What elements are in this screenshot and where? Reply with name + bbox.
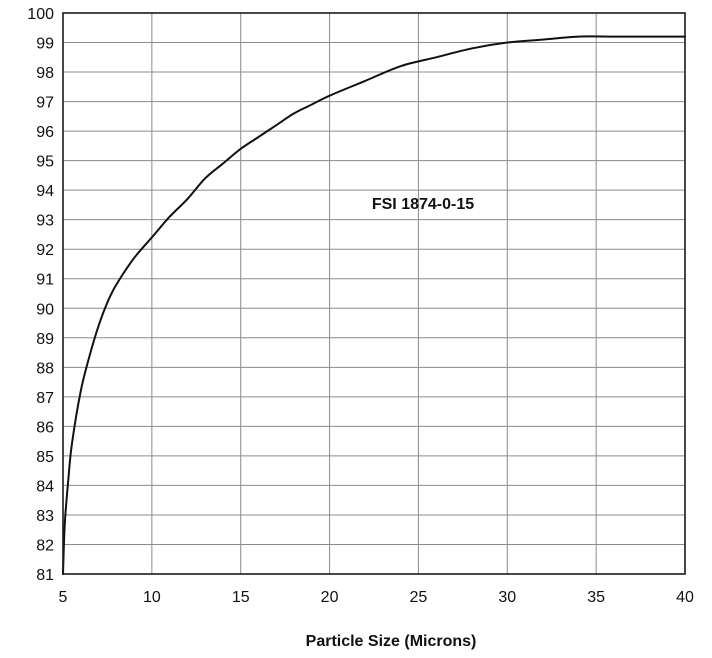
y-tick-label: 87 xyxy=(36,390,54,407)
y-tick-label: 91 xyxy=(36,272,54,289)
curve-annotation: FSI 1874-0-15 xyxy=(372,196,474,213)
x-tick-label: 10 xyxy=(143,589,161,606)
y-tick-label: 97 xyxy=(36,95,54,112)
y-tick-label: 89 xyxy=(36,331,54,348)
y-tick-label: 98 xyxy=(36,65,54,82)
x-tick-label: 40 xyxy=(676,589,694,606)
grid-lines xyxy=(62,12,686,575)
y-tick-label: 90 xyxy=(36,301,54,318)
x-tick-label: 30 xyxy=(498,589,516,606)
y-tick-label: 83 xyxy=(36,508,54,525)
y-tick-label: 81 xyxy=(36,567,54,584)
tick-labels: 81 82 83 84 85 86 87 88 89 90 91 92 93 94 95 96 97 98 99 10… xyxy=(27,6,694,606)
y-tick-label: 84 xyxy=(36,478,54,495)
y-tick-label: 94 xyxy=(36,183,54,200)
efficiency-curve xyxy=(62,35,686,575)
y-tick-label: 96 xyxy=(36,124,54,141)
y-tick-label: 86 xyxy=(36,419,54,436)
y-tick-label: 82 xyxy=(36,537,54,554)
y-tick-label: 100 xyxy=(27,6,54,23)
x-tick-label: 20 xyxy=(321,589,339,606)
y-tick-label: 85 xyxy=(36,449,54,466)
x-tick-label: 25 xyxy=(410,589,428,606)
y-tick-label: 93 xyxy=(36,213,54,230)
x-tick-label: 35 xyxy=(587,589,605,606)
y-tick-label: 88 xyxy=(36,360,54,377)
y-tick-label: 92 xyxy=(36,242,54,259)
x-axis-title: Particle Size (Microns) xyxy=(306,633,477,650)
axis-layer xyxy=(62,12,686,575)
y-tick-label: 95 xyxy=(36,154,54,171)
plot-frame xyxy=(62,12,686,575)
series-layer xyxy=(62,35,686,575)
x-tick-label: 5 xyxy=(59,589,68,606)
y-tick-label: 99 xyxy=(36,36,54,53)
x-tick-label: 15 xyxy=(232,589,250,606)
